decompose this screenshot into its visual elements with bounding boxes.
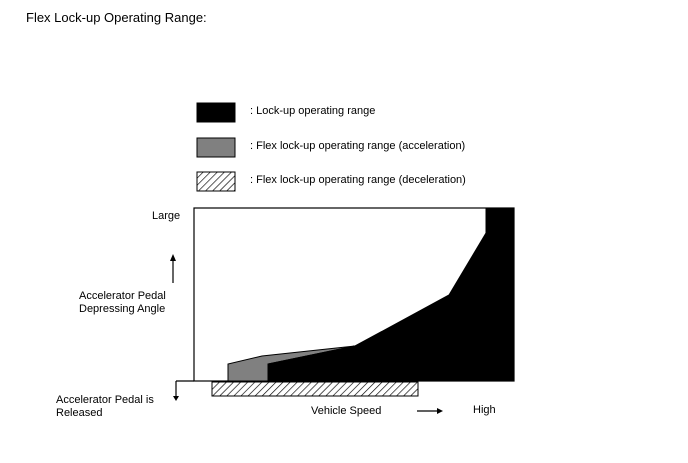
x-axis-title: Vehicle Speed — [311, 405, 382, 417]
y-axis-title-line1: Accelerator Pedal — [79, 290, 166, 302]
x-axis-high-label: High — [473, 404, 496, 416]
legend-swatch-lockup — [196, 102, 236, 123]
arrow-right-icon — [417, 408, 443, 414]
region-lockup — [267, 207, 515, 382]
arrow-up-icon — [170, 254, 176, 283]
page-title: Flex Lock-up Operating Range: — [26, 10, 207, 25]
legend-label-flex-deceleration: : Flex lock-up operating range (decelera… — [250, 174, 466, 186]
y-axis-bottom-label-line1: Accelerator Pedal is — [56, 394, 154, 406]
legend-label-flex-acceleration: : Flex lock-up operating range (accelera… — [250, 140, 466, 152]
arrow-down-icon — [173, 381, 179, 401]
y-axis-bottom-label-line2: Released — [56, 407, 103, 419]
y-axis-title-line2: Depressing Angle — [79, 303, 166, 315]
y-axis-top-label: Large — [152, 210, 181, 222]
legend-swatch-flex-deceleration — [196, 171, 236, 192]
legend-label-lockup: : Lock-up operating range — [250, 105, 376, 117]
region-flex-deceleration — [211, 381, 419, 397]
legend-swatch-flex-acceleration — [196, 137, 236, 158]
